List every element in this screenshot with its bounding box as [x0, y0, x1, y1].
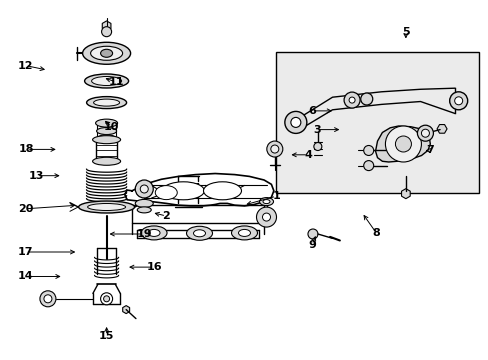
Ellipse shape [101, 49, 112, 57]
Text: 16: 16 [146, 262, 162, 272]
Circle shape [417, 125, 432, 141]
Text: 19: 19 [136, 229, 152, 239]
Ellipse shape [155, 186, 177, 199]
Ellipse shape [363, 145, 373, 156]
Circle shape [348, 97, 354, 103]
Text: 8: 8 [372, 228, 380, 238]
Circle shape [385, 126, 421, 162]
Text: 13: 13 [29, 171, 44, 181]
Text: 17: 17 [18, 247, 33, 257]
Ellipse shape [87, 203, 125, 211]
Text: 3: 3 [312, 125, 320, 135]
Ellipse shape [231, 226, 257, 240]
Ellipse shape [186, 226, 212, 240]
Ellipse shape [98, 135, 115, 142]
Text: 18: 18 [19, 144, 35, 154]
Ellipse shape [86, 96, 126, 109]
Circle shape [140, 185, 148, 193]
Ellipse shape [96, 119, 117, 127]
Ellipse shape [79, 201, 134, 213]
Circle shape [290, 117, 300, 127]
Text: 12: 12 [18, 60, 33, 71]
Circle shape [449, 92, 467, 110]
Circle shape [421, 129, 428, 137]
Circle shape [395, 136, 410, 152]
Ellipse shape [92, 136, 121, 144]
Ellipse shape [135, 199, 153, 207]
Bar [276, 52, 478, 193]
Text: 14: 14 [18, 271, 33, 282]
Text: 9: 9 [307, 240, 315, 250]
Ellipse shape [193, 230, 205, 237]
Text: 6: 6 [307, 106, 315, 116]
Text: 7: 7 [426, 145, 433, 156]
Ellipse shape [91, 77, 122, 85]
Circle shape [256, 207, 276, 227]
Circle shape [101, 293, 112, 305]
Ellipse shape [238, 229, 250, 237]
Circle shape [102, 27, 111, 37]
Ellipse shape [162, 182, 204, 200]
Text: 2: 2 [162, 211, 170, 221]
Circle shape [44, 295, 52, 303]
Ellipse shape [363, 161, 373, 171]
Circle shape [135, 180, 153, 198]
Ellipse shape [90, 46, 122, 60]
Ellipse shape [97, 127, 116, 135]
Ellipse shape [93, 99, 120, 106]
Circle shape [307, 229, 317, 239]
Circle shape [285, 111, 306, 134]
Text: 1: 1 [272, 191, 280, 201]
Text: 11: 11 [108, 77, 124, 87]
Circle shape [103, 296, 109, 302]
Ellipse shape [92, 157, 121, 165]
Ellipse shape [137, 207, 151, 213]
Circle shape [454, 97, 462, 105]
Text: 20: 20 [18, 204, 33, 214]
Ellipse shape [82, 42, 130, 64]
Ellipse shape [141, 226, 167, 240]
Circle shape [266, 141, 282, 157]
Circle shape [313, 143, 321, 150]
Circle shape [270, 145, 278, 153]
Text: 10: 10 [103, 122, 119, 132]
Ellipse shape [148, 229, 160, 237]
Circle shape [262, 213, 270, 221]
Ellipse shape [84, 74, 128, 88]
Circle shape [360, 93, 372, 105]
Text: 4: 4 [304, 150, 311, 160]
Circle shape [40, 291, 56, 307]
Polygon shape [375, 126, 429, 162]
Ellipse shape [263, 199, 269, 204]
Ellipse shape [203, 182, 241, 200]
Text: 5: 5 [401, 27, 409, 37]
Circle shape [344, 92, 359, 108]
Ellipse shape [259, 198, 273, 206]
Text: 15: 15 [99, 330, 114, 341]
